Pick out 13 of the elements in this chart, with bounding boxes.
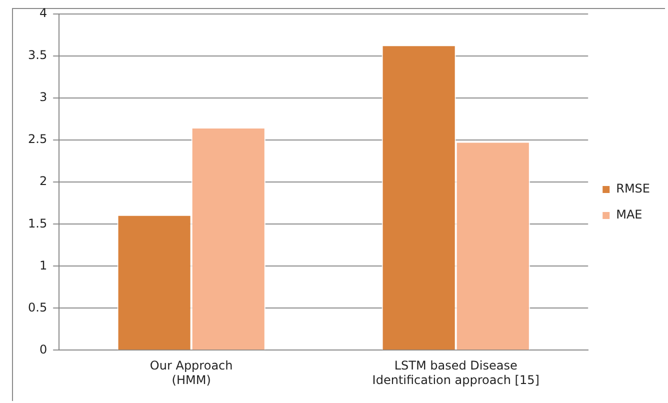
y-tick-label: 2.5	[28, 132, 48, 146]
y-tick-label: 1.5	[28, 216, 48, 230]
y-tick-label: 4	[39, 6, 48, 20]
x-tick-label: LSTM based Disease Identification approach [15]	[372, 358, 540, 387]
y-tick-label: 3.5	[28, 48, 48, 62]
y-tick-label: 2	[39, 174, 48, 188]
legend-label: RMSE	[616, 182, 650, 196]
x-tick-label: Our Approach (HMM)	[150, 358, 233, 387]
y-tick-label: 0	[39, 342, 48, 356]
y-tick-label: 3	[39, 90, 48, 104]
y-tick-label: 1	[39, 258, 48, 272]
y-tick-label: 0.5	[28, 300, 48, 314]
legend-label: MAE	[616, 208, 642, 222]
